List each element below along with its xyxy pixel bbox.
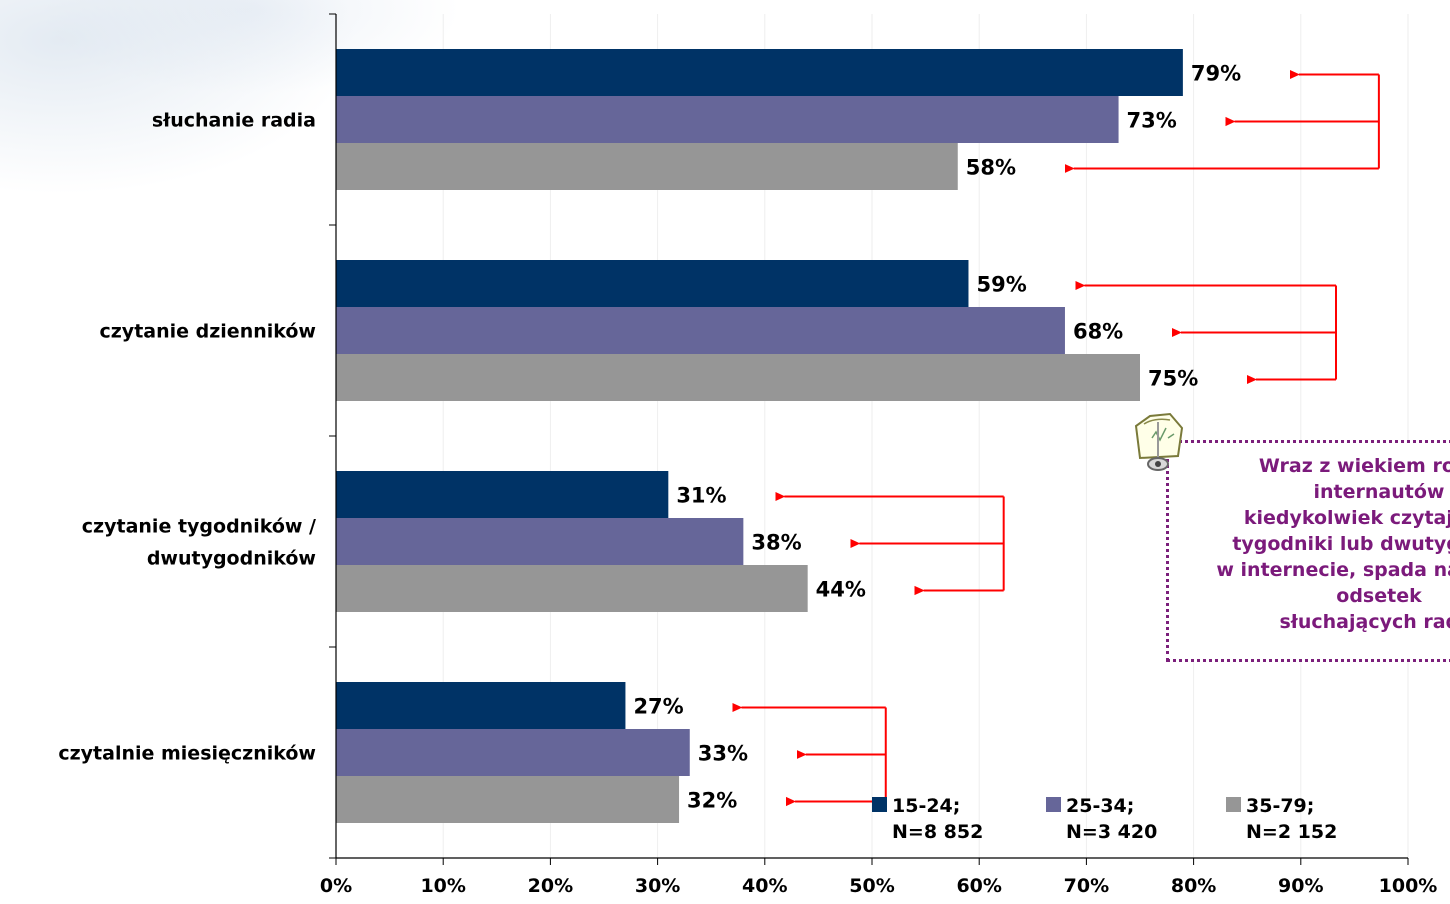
- data-label: 44%: [816, 578, 866, 602]
- x-tick-label: 0%: [320, 875, 352, 897]
- legend-sample: N=2 152: [1246, 821, 1337, 843]
- bar: [336, 565, 808, 612]
- x-tick-label: 20%: [528, 875, 573, 897]
- category-label: dwutygodników: [147, 548, 316, 570]
- data-label: 79%: [1191, 62, 1241, 86]
- bar: [336, 354, 1140, 401]
- data-label: 68%: [1073, 320, 1123, 344]
- category-label: czytanie tygodników /: [82, 516, 316, 538]
- category-label: czytanie dzienników: [99, 321, 316, 343]
- x-tick-label: 80%: [1171, 875, 1216, 897]
- bars: [336, 49, 1183, 823]
- data-label: 75%: [1148, 367, 1198, 391]
- note-line: internautów: [1313, 481, 1445, 503]
- legend-sample: N=3 420: [1066, 821, 1157, 843]
- data-label: 38%: [751, 531, 801, 555]
- category-label: czytalnie miesięczników: [58, 743, 316, 765]
- bar: [336, 143, 958, 190]
- bar: [336, 729, 690, 776]
- data-label: 59%: [976, 273, 1026, 297]
- x-tick-label: 50%: [849, 875, 894, 897]
- bar: [336, 49, 1183, 96]
- legend-swatch: [1046, 797, 1061, 812]
- category-label: słuchanie radia: [152, 110, 316, 132]
- labels: 0% 10% 20% 30% 40% 50% 60% 70% 80% 90% 100% 79% 73% 5…: [58, 62, 1437, 898]
- comparison-arrows: [741, 75, 1380, 802]
- bar: [336, 518, 744, 565]
- note-line: odsetek: [1336, 585, 1422, 607]
- data-label: 32%: [687, 789, 737, 813]
- x-tick-label: 100%: [1379, 875, 1438, 897]
- x-tick-label: 30%: [635, 875, 680, 897]
- data-label: 73%: [1127, 109, 1177, 133]
- legend-label: 15-24;: [892, 795, 960, 817]
- x-tick-label: 60%: [956, 875, 1001, 897]
- note-line: słuchających radia: [1279, 611, 1450, 633]
- bar: [336, 260, 969, 307]
- legend-swatch: [872, 797, 887, 812]
- data-label: 58%: [966, 156, 1016, 180]
- x-tick-label: 40%: [742, 875, 787, 897]
- bar: [336, 776, 680, 823]
- x-tick-label: 90%: [1278, 875, 1323, 897]
- bar: [336, 96, 1119, 143]
- legend: 15-24; N=8 852 25-34; N=3 420 35-79; N=2 152: [872, 795, 1337, 843]
- note-text: Wraz z wiekiem rośnie internautów kiedyk…: [1179, 453, 1450, 635]
- legend-swatch: [1226, 797, 1241, 812]
- data-label: 27%: [633, 695, 683, 719]
- bar: [336, 471, 669, 518]
- data-label: 31%: [676, 484, 726, 508]
- note-line: tygodniki lub dwutygodniki: [1232, 533, 1450, 555]
- axes: [329, 13, 1409, 865]
- note-line: w internecie, spada natomiast: [1216, 559, 1450, 581]
- note-box: Wraz z wiekiem rośnie internautów kiedyk…: [1166, 440, 1450, 662]
- legend-label: 25-34;: [1066, 795, 1134, 817]
- x-tick-label: 70%: [1064, 875, 1109, 897]
- notepad-pin-icon: [1134, 412, 1184, 471]
- note-line: Wraz z wiekiem rośnie: [1258, 455, 1450, 477]
- bar: [336, 682, 626, 729]
- legend-label: 35-79;: [1246, 795, 1314, 817]
- x-tick-label: 10%: [420, 875, 465, 897]
- note-line: kiedykolwiek czytających: [1243, 507, 1450, 529]
- bar: [336, 307, 1065, 354]
- legend-sample: N=8 852: [892, 821, 983, 843]
- data-label: 33%: [698, 742, 748, 766]
